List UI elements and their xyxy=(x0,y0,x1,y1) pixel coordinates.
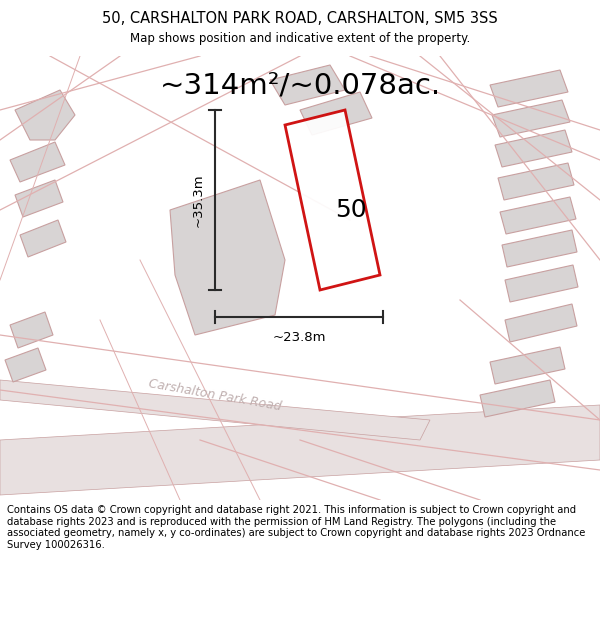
Text: Contains OS data © Crown copyright and database right 2021. This information is : Contains OS data © Crown copyright and d… xyxy=(7,505,586,550)
Polygon shape xyxy=(0,380,430,440)
Polygon shape xyxy=(502,230,577,267)
Polygon shape xyxy=(498,163,574,200)
Polygon shape xyxy=(505,304,577,342)
Polygon shape xyxy=(490,347,565,384)
Polygon shape xyxy=(492,100,570,137)
Text: ~35.3m: ~35.3m xyxy=(192,173,205,227)
Text: ~314m²/~0.078ac.: ~314m²/~0.078ac. xyxy=(160,71,440,99)
Polygon shape xyxy=(505,265,578,302)
Polygon shape xyxy=(285,110,380,290)
Polygon shape xyxy=(500,197,576,234)
Polygon shape xyxy=(300,92,372,135)
Text: 50, CARSHALTON PARK ROAD, CARSHALTON, SM5 3SS: 50, CARSHALTON PARK ROAD, CARSHALTON, SM… xyxy=(102,11,498,26)
Polygon shape xyxy=(495,130,572,167)
Text: Map shows position and indicative extent of the property.: Map shows position and indicative extent… xyxy=(130,32,470,45)
Polygon shape xyxy=(0,405,600,495)
Polygon shape xyxy=(10,312,53,348)
Polygon shape xyxy=(170,180,285,335)
Polygon shape xyxy=(5,348,46,382)
Polygon shape xyxy=(480,380,555,417)
Polygon shape xyxy=(490,70,568,107)
Polygon shape xyxy=(10,142,65,182)
Polygon shape xyxy=(270,65,345,105)
Polygon shape xyxy=(15,180,63,217)
Polygon shape xyxy=(20,220,66,257)
Text: Carshalton Park Road: Carshalton Park Road xyxy=(148,377,283,413)
Polygon shape xyxy=(15,90,75,140)
Text: 50: 50 xyxy=(335,198,367,222)
Text: ~23.8m: ~23.8m xyxy=(272,331,326,344)
